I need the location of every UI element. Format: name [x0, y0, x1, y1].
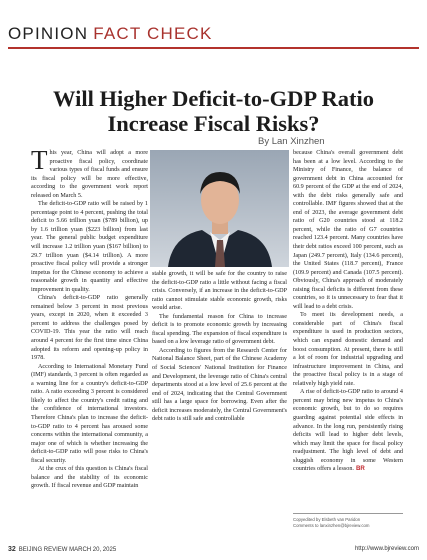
- column: stable growth, it will be safe for the c…: [152, 270, 287, 539]
- credit-line: Comments to lanxinzhen@bjreview.com: [293, 523, 370, 528]
- header-rule: [8, 47, 419, 49]
- paragraph: The deficit-to-GDP ratio will be raised …: [31, 201, 148, 293]
- paragraph: According to figures from the Research C…: [152, 347, 287, 423]
- author-photo: [150, 150, 289, 267]
- title-line: Increase Fiscal Risks?: [107, 111, 320, 136]
- section-header: OPINION FACT CHECK: [8, 24, 213, 44]
- credit-line: Copyedited by Elsbeth van Paridon: [293, 517, 361, 522]
- paragraph: because China's overall government debt …: [293, 150, 403, 310]
- paragraph: This year, China will adopt a more proac…: [31, 149, 148, 199]
- publication: BEIJING REVIEW MARCH 20, 2025: [18, 547, 117, 553]
- paragraph: China's deficit-to-GDP ratio generally r…: [31, 295, 148, 362]
- subsection: FACT CHECK: [93, 24, 213, 43]
- byline: By Lan Xinzhen: [258, 136, 325, 147]
- paragraph: stable growth, it will be safe for the c…: [152, 271, 287, 312]
- paragraph: A rise of deficit-to-GDP ratio to around…: [293, 389, 403, 473]
- credits: Copyedited by Elsbeth van Paridon Commen…: [293, 513, 403, 529]
- column: This year, China will adopt a more proac…: [31, 149, 148, 539]
- column: because China's overall government debt …: [293, 149, 403, 511]
- paragraph: According to International Monetary Fund…: [31, 363, 148, 464]
- paragraph: To meet its development needs, a conside…: [293, 312, 403, 387]
- section: OPINION: [8, 24, 89, 43]
- paragraph: The fundamental reason for China to incr…: [152, 313, 287, 346]
- paragraph: At the crux of this question is China's …: [31, 466, 148, 490]
- end-mark: BR: [355, 465, 365, 473]
- footer-url: http://www.bjreview.com: [354, 546, 419, 552]
- title-line: Will Higher Deficit-to-GDP Ratio: [53, 86, 374, 111]
- page-number: 32: [8, 546, 16, 553]
- footer: 32 BEIJING REVIEW MARCH 20, 2025: [8, 546, 116, 553]
